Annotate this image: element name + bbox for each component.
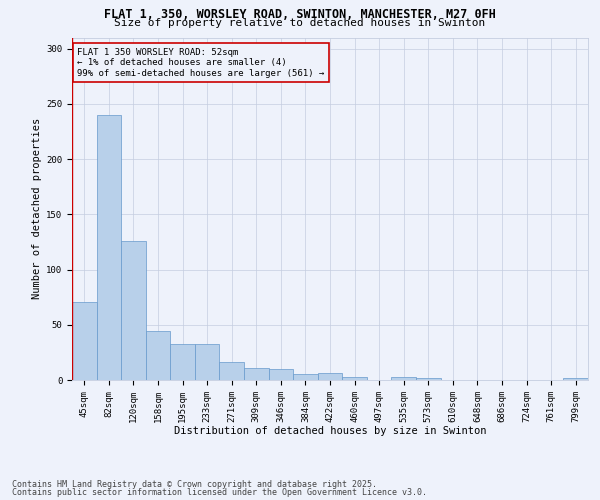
Bar: [563, 378, 588, 380]
Text: Size of property relative to detached houses in Swinton: Size of property relative to detached ho…: [115, 18, 485, 28]
Bar: [269, 369, 293, 380]
Text: Contains public sector information licensed under the Open Government Licence v3: Contains public sector information licen…: [12, 488, 427, 497]
Bar: [391, 376, 416, 380]
X-axis label: Distribution of detached houses by size in Swinton: Distribution of detached houses by size …: [174, 426, 486, 436]
Text: FLAT 1, 350, WORSLEY ROAD, SWINTON, MANCHESTER, M27 0FH: FLAT 1, 350, WORSLEY ROAD, SWINTON, MANC…: [104, 8, 496, 20]
Bar: [342, 376, 367, 380]
Y-axis label: Number of detached properties: Number of detached properties: [32, 118, 42, 300]
Bar: [121, 241, 146, 380]
Bar: [220, 362, 244, 380]
Text: Contains HM Land Registry data © Crown copyright and database right 2025.: Contains HM Land Registry data © Crown c…: [12, 480, 377, 489]
Bar: [195, 344, 220, 380]
Bar: [293, 374, 318, 380]
Bar: [416, 378, 440, 380]
Bar: [72, 302, 97, 380]
Bar: [170, 344, 195, 380]
Bar: [244, 368, 269, 380]
Text: FLAT 1 350 WORSLEY ROAD: 52sqm
← 1% of detached houses are smaller (4)
99% of se: FLAT 1 350 WORSLEY ROAD: 52sqm ← 1% of d…: [77, 48, 325, 78]
Bar: [318, 374, 342, 380]
Bar: [97, 115, 121, 380]
Bar: [146, 332, 170, 380]
